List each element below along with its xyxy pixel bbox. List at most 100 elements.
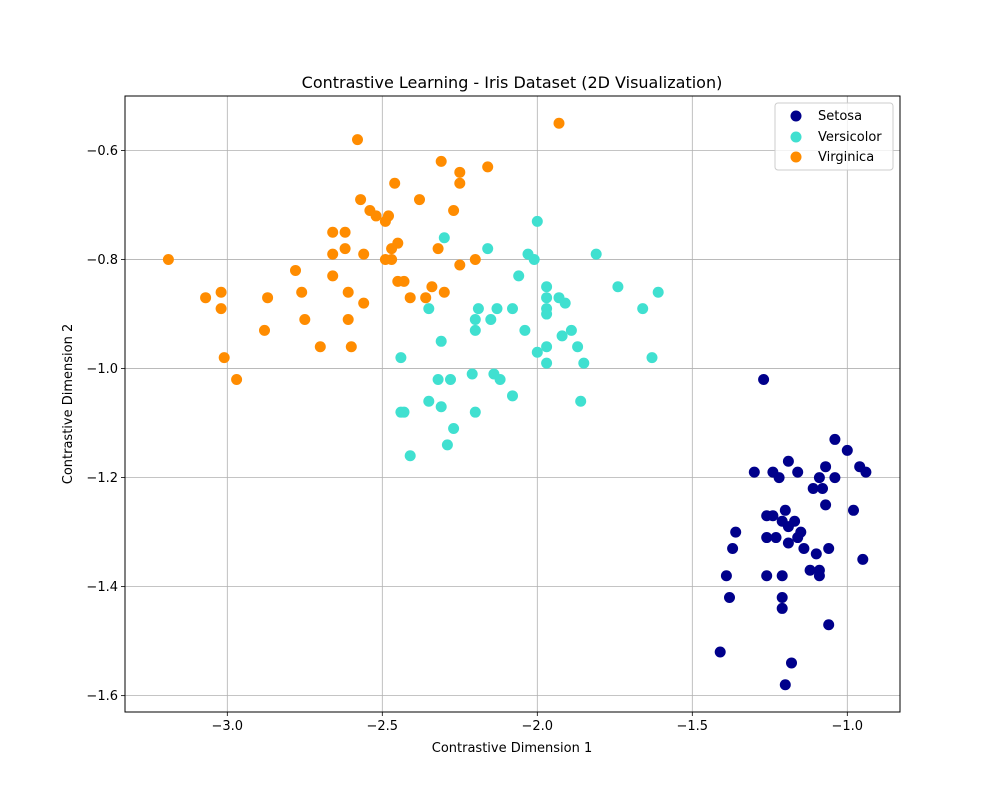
y-tick-label: −0.8: [86, 253, 118, 268]
point-versicolor: [528, 254, 540, 266]
point-setosa: [782, 455, 794, 467]
point-setosa: [782, 537, 794, 549]
point-setosa: [820, 461, 832, 473]
point-setosa: [786, 657, 797, 669]
point-virginica: [290, 264, 301, 276]
point-versicolor: [469, 324, 481, 336]
point-virginica: [448, 204, 460, 216]
point-virginica: [435, 155, 447, 167]
point-virginica: [482, 161, 494, 173]
legend-marker-versicolor: [790, 131, 802, 143]
point-virginica: [432, 243, 444, 255]
point-versicolor: [652, 286, 664, 298]
point-setosa: [792, 466, 804, 478]
point-setosa: [792, 532, 804, 544]
point-setosa: [770, 532, 782, 544]
point-virginica: [218, 352, 230, 364]
point-versicolor: [435, 335, 447, 347]
y-tick-label: −0.6: [86, 144, 118, 159]
point-setosa: [829, 433, 841, 445]
point-virginica: [392, 275, 404, 287]
point-versicolor: [423, 303, 435, 315]
point-versicolor: [531, 346, 543, 358]
point-versicolor: [398, 406, 410, 418]
point-virginica: [389, 177, 401, 189]
legend-label-virginica: Virginica: [818, 150, 874, 165]
point-versicolor: [469, 406, 481, 418]
point-virginica: [469, 254, 481, 266]
point-setosa: [823, 542, 835, 554]
point-setosa: [776, 570, 788, 582]
point-versicolor: [612, 281, 624, 293]
point-versicolor: [519, 324, 531, 336]
point-virginica: [358, 297, 370, 309]
point-versicolor: [565, 324, 577, 336]
point-setosa: [841, 444, 853, 456]
point-setosa: [813, 472, 825, 484]
point-setosa: [776, 592, 788, 604]
point-versicolor: [578, 357, 590, 369]
point-versicolor: [469, 314, 481, 326]
point-versicolor: [404, 450, 416, 462]
y-tick-label: −1.6: [86, 689, 118, 704]
point-virginica: [370, 210, 382, 222]
y-tick-label: −1.0: [86, 362, 118, 377]
legend-label-versicolor: Versicolor: [818, 130, 882, 145]
point-versicolor: [482, 243, 494, 255]
point-versicolor: [507, 390, 518, 402]
point-virginica: [299, 314, 311, 326]
point-versicolor: [646, 352, 658, 364]
point-versicolor: [485, 314, 497, 326]
point-virginica: [327, 226, 339, 238]
point-virginica: [215, 286, 227, 298]
x-tick-label: −1.0: [832, 719, 864, 734]
point-versicolor: [575, 395, 587, 407]
point-virginica: [259, 324, 270, 336]
legend-marker-setosa: [790, 110, 802, 122]
point-virginica: [352, 134, 363, 146]
x-tick-label: −3.0: [212, 719, 244, 734]
point-setosa: [727, 542, 739, 554]
point-setosa: [767, 510, 779, 522]
point-versicolor: [472, 303, 484, 315]
point-setosa: [857, 553, 869, 565]
point-virginica: [414, 194, 425, 206]
point-versicolor: [572, 341, 584, 353]
y-axis-label: Contrastive Dimension 2: [61, 324, 76, 485]
chart-title: Contrastive Learning - Iris Dataset (2D …: [302, 73, 723, 92]
legend: Setosa Versicolor Virginica: [774, 102, 894, 171]
point-versicolor: [531, 215, 543, 227]
point-virginica: [386, 243, 398, 255]
point-versicolor: [491, 303, 503, 315]
point-setosa: [779, 504, 791, 516]
point-versicolor: [559, 297, 571, 309]
point-virginica: [296, 286, 308, 298]
point-setosa: [758, 373, 770, 385]
point-virginica: [200, 292, 212, 304]
y-tick-label: −1.2: [86, 471, 118, 486]
point-versicolor: [541, 357, 553, 369]
point-virginica: [342, 286, 354, 298]
point-setosa: [848, 504, 859, 516]
legend-label-setosa: Setosa: [818, 109, 862, 124]
point-virginica: [327, 270, 339, 282]
point-versicolor: [448, 423, 460, 435]
point-setosa: [813, 570, 825, 582]
point-setosa: [776, 602, 788, 614]
x-axis-label: Contrastive Dimension 1: [432, 741, 593, 756]
point-virginica: [420, 292, 432, 304]
point-virginica: [327, 248, 339, 260]
point-virginica: [215, 303, 227, 315]
point-virginica: [454, 177, 466, 189]
point-versicolor: [441, 439, 453, 451]
point-virginica: [553, 117, 565, 129]
point-versicolor: [438, 232, 450, 244]
plot-area-frame: [124, 95, 901, 713]
point-versicolor: [556, 330, 568, 342]
axis-ticks: −3.0 −2.5 −2.0 −1.5 −1.0 −1.6 −1.4 −1.2 −1.0 −0.8…: [86, 144, 863, 734]
point-virginica: [438, 286, 450, 298]
data-points: [162, 117, 872, 691]
point-setosa: [779, 679, 791, 691]
point-versicolor: [445, 373, 456, 385]
